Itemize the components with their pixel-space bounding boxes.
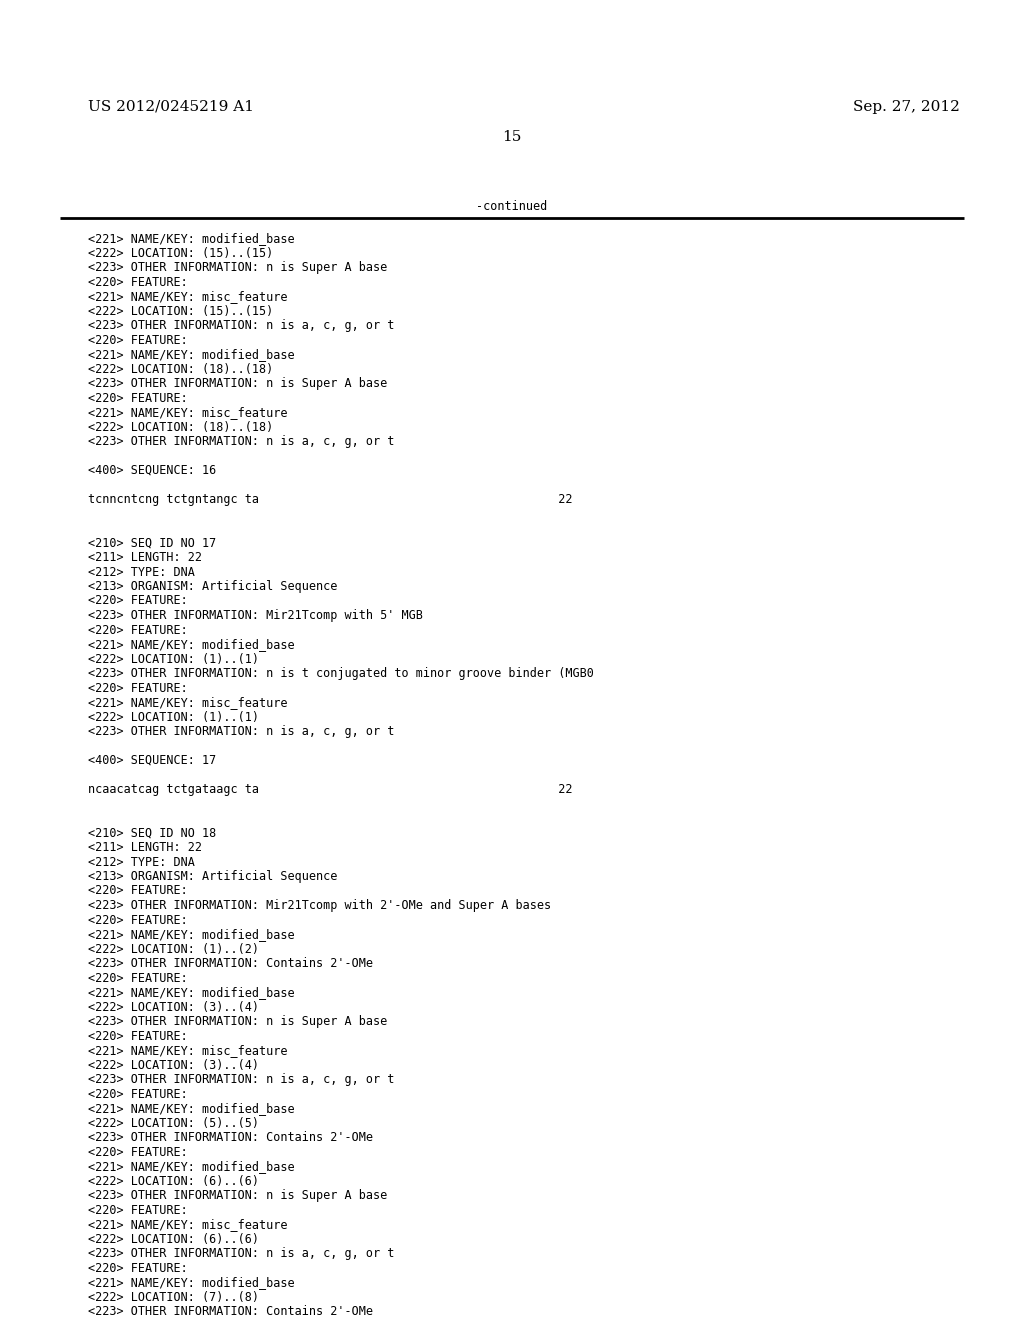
- Text: <223> OTHER INFORMATION: Contains 2'-OMe: <223> OTHER INFORMATION: Contains 2'-OMe: [88, 1131, 373, 1144]
- Text: <223> OTHER INFORMATION: n is Super A base: <223> OTHER INFORMATION: n is Super A ba…: [88, 378, 387, 389]
- Text: Sep. 27, 2012: Sep. 27, 2012: [853, 100, 961, 114]
- Text: <223> OTHER INFORMATION: n is a, c, g, or t: <223> OTHER INFORMATION: n is a, c, g, o…: [88, 725, 394, 738]
- Text: <221> NAME/KEY: modified_base: <221> NAME/KEY: modified_base: [88, 986, 295, 999]
- Text: <211> LENGTH: 22: <211> LENGTH: 22: [88, 841, 202, 854]
- Text: <220> FEATURE:: <220> FEATURE:: [88, 913, 187, 927]
- Text: <220> FEATURE:: <220> FEATURE:: [88, 276, 187, 289]
- Text: <220> FEATURE:: <220> FEATURE:: [88, 1204, 187, 1217]
- Text: <223> OTHER INFORMATION: Mir21Tcomp with 5' MGB: <223> OTHER INFORMATION: Mir21Tcomp with…: [88, 609, 423, 622]
- Text: <223> OTHER INFORMATION: n is a, c, g, or t: <223> OTHER INFORMATION: n is a, c, g, o…: [88, 1247, 394, 1261]
- Text: <222> LOCATION: (5)..(5): <222> LOCATION: (5)..(5): [88, 1117, 259, 1130]
- Text: <213> ORGANISM: Artificial Sequence: <213> ORGANISM: Artificial Sequence: [88, 579, 337, 593]
- Text: <221> NAME/KEY: misc_feature: <221> NAME/KEY: misc_feature: [88, 290, 288, 304]
- Text: <400> SEQUENCE: 17: <400> SEQUENCE: 17: [88, 754, 216, 767]
- Text: <220> FEATURE:: <220> FEATURE:: [88, 1030, 187, 1043]
- Text: <223> OTHER INFORMATION: n is Super A base: <223> OTHER INFORMATION: n is Super A ba…: [88, 261, 387, 275]
- Text: <222> LOCATION: (18)..(18): <222> LOCATION: (18)..(18): [88, 421, 273, 433]
- Text: <222> LOCATION: (7)..(8): <222> LOCATION: (7)..(8): [88, 1291, 259, 1304]
- Text: <221> NAME/KEY: misc_feature: <221> NAME/KEY: misc_feature: [88, 407, 288, 418]
- Text: <221> NAME/KEY: modified_base: <221> NAME/KEY: modified_base: [88, 1276, 295, 1290]
- Text: <220> FEATURE:: <220> FEATURE:: [88, 972, 187, 985]
- Text: <222> LOCATION: (1)..(1): <222> LOCATION: (1)..(1): [88, 652, 259, 665]
- Text: <210> SEQ ID NO 18: <210> SEQ ID NO 18: [88, 826, 216, 840]
- Text: <222> LOCATION: (3)..(4): <222> LOCATION: (3)..(4): [88, 1001, 259, 1014]
- Text: tcnncntcng tctgntangc ta                                          22: tcnncntcng tctgntangc ta 22: [88, 492, 572, 506]
- Text: <223> OTHER INFORMATION: n is a, c, g, or t: <223> OTHER INFORMATION: n is a, c, g, o…: [88, 1073, 394, 1086]
- Text: <223> OTHER INFORMATION: Contains 2'-OMe: <223> OTHER INFORMATION: Contains 2'-OMe: [88, 957, 373, 970]
- Text: <222> LOCATION: (15)..(15): <222> LOCATION: (15)..(15): [88, 247, 273, 260]
- Text: 15: 15: [503, 129, 521, 144]
- Text: <221> NAME/KEY: modified_base: <221> NAME/KEY: modified_base: [88, 232, 295, 246]
- Text: <221> NAME/KEY: modified_base: <221> NAME/KEY: modified_base: [88, 1160, 295, 1173]
- Text: <220> FEATURE:: <220> FEATURE:: [88, 681, 187, 694]
- Text: <220> FEATURE:: <220> FEATURE:: [88, 1146, 187, 1159]
- Text: <223> OTHER INFORMATION: n is Super A base: <223> OTHER INFORMATION: n is Super A ba…: [88, 1189, 387, 1203]
- Text: <212> TYPE: DNA: <212> TYPE: DNA: [88, 565, 195, 578]
- Text: <223> OTHER INFORMATION: Mir21Tcomp with 2'-OMe and Super A bases: <223> OTHER INFORMATION: Mir21Tcomp with…: [88, 899, 551, 912]
- Text: <212> TYPE: DNA: <212> TYPE: DNA: [88, 855, 195, 869]
- Text: <222> LOCATION: (1)..(2): <222> LOCATION: (1)..(2): [88, 942, 259, 956]
- Text: <220> FEATURE:: <220> FEATURE:: [88, 623, 187, 636]
- Text: <221> NAME/KEY: modified_base: <221> NAME/KEY: modified_base: [88, 928, 295, 941]
- Text: <221> NAME/KEY: misc_feature: <221> NAME/KEY: misc_feature: [88, 1044, 288, 1057]
- Text: <221> NAME/KEY: modified_base: <221> NAME/KEY: modified_base: [88, 348, 295, 360]
- Text: <210> SEQ ID NO 17: <210> SEQ ID NO 17: [88, 536, 216, 549]
- Text: -continued: -continued: [476, 201, 548, 213]
- Text: <220> FEATURE:: <220> FEATURE:: [88, 334, 187, 346]
- Text: <220> FEATURE:: <220> FEATURE:: [88, 1088, 187, 1101]
- Text: <222> LOCATION: (18)..(18): <222> LOCATION: (18)..(18): [88, 363, 273, 375]
- Text: <222> LOCATION: (6)..(6): <222> LOCATION: (6)..(6): [88, 1233, 259, 1246]
- Text: <223> OTHER INFORMATION: n is a, c, g, or t: <223> OTHER INFORMATION: n is a, c, g, o…: [88, 436, 394, 447]
- Text: <211> LENGTH: 22: <211> LENGTH: 22: [88, 550, 202, 564]
- Text: <223> OTHER INFORMATION: n is t conjugated to minor groove binder (MGB0: <223> OTHER INFORMATION: n is t conjugat…: [88, 667, 594, 680]
- Text: <223> OTHER INFORMATION: n is Super A base: <223> OTHER INFORMATION: n is Super A ba…: [88, 1015, 387, 1028]
- Text: <221> NAME/KEY: modified_base: <221> NAME/KEY: modified_base: [88, 1102, 295, 1115]
- Text: <222> LOCATION: (6)..(6): <222> LOCATION: (6)..(6): [88, 1175, 259, 1188]
- Text: <222> LOCATION: (3)..(4): <222> LOCATION: (3)..(4): [88, 1059, 259, 1072]
- Text: <220> FEATURE:: <220> FEATURE:: [88, 392, 187, 404]
- Text: <223> OTHER INFORMATION: n is a, c, g, or t: <223> OTHER INFORMATION: n is a, c, g, o…: [88, 319, 394, 333]
- Text: <223> OTHER INFORMATION: Contains 2'-OMe: <223> OTHER INFORMATION: Contains 2'-OMe: [88, 1305, 373, 1317]
- Text: ncaacatcag tctgataagc ta                                          22: ncaacatcag tctgataagc ta 22: [88, 783, 572, 796]
- Text: US 2012/0245219 A1: US 2012/0245219 A1: [88, 100, 254, 114]
- Text: <220> FEATURE:: <220> FEATURE:: [88, 1262, 187, 1275]
- Text: <213> ORGANISM: Artificial Sequence: <213> ORGANISM: Artificial Sequence: [88, 870, 337, 883]
- Text: <220> FEATURE:: <220> FEATURE:: [88, 594, 187, 607]
- Text: <221> NAME/KEY: misc_feature: <221> NAME/KEY: misc_feature: [88, 1218, 288, 1232]
- Text: <221> NAME/KEY: misc_feature: <221> NAME/KEY: misc_feature: [88, 696, 288, 709]
- Text: <222> LOCATION: (1)..(1): <222> LOCATION: (1)..(1): [88, 710, 259, 723]
- Text: <220> FEATURE:: <220> FEATURE:: [88, 884, 187, 898]
- Text: <221> NAME/KEY: modified_base: <221> NAME/KEY: modified_base: [88, 638, 295, 651]
- Text: <400> SEQUENCE: 16: <400> SEQUENCE: 16: [88, 465, 216, 477]
- Text: <222> LOCATION: (15)..(15): <222> LOCATION: (15)..(15): [88, 305, 273, 318]
